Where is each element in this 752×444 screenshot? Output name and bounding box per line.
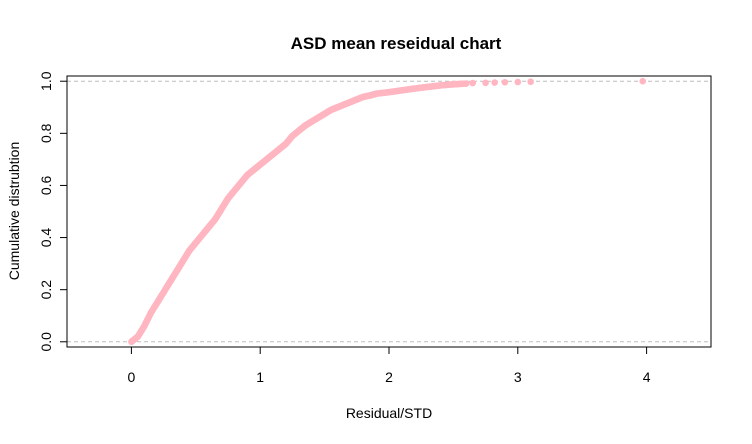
data-point-542 — [482, 79, 489, 87]
y-tick-label-1: 0.2 — [38, 280, 54, 300]
data-point-544 — [501, 78, 509, 86]
x-axis-label: Residual/STD — [346, 405, 432, 421]
y-tick-label-5: 1.0 — [38, 71, 54, 91]
data-point-543 — [491, 79, 498, 86]
x-tick-label-3: 3 — [514, 369, 522, 385]
y-axis: 0.0 0.2 0.4 0.6 0.8 1.0 — [38, 71, 67, 352]
data-point-546 — [527, 78, 534, 86]
plot-frame — [66, 75, 712, 348]
data-point-541 — [469, 79, 477, 87]
y-axis-label: Cumulative distrubtion — [6, 142, 22, 281]
data-point-540 — [462, 80, 470, 87]
x-tick-label-1: 1 — [256, 369, 264, 385]
x-tick-label-2: 2 — [385, 369, 393, 385]
data-point-545 — [514, 78, 522, 86]
y-tick-label-4: 0.8 — [38, 123, 54, 143]
reference-lines — [67, 80, 711, 343]
x-tick-label-0: 0 — [128, 369, 136, 385]
y-tick-label-3: 0.6 — [38, 176, 54, 196]
data-points — [128, 77, 647, 346]
x-axis: 0 1 2 3 4 — [128, 347, 651, 385]
data-point-547 — [639, 77, 647, 85]
y-tick-label-2: 0.4 — [38, 228, 54, 248]
x-tick-label-4: 4 — [643, 369, 651, 385]
y-tick-label-0: 0.0 — [38, 332, 54, 352]
chart-title: ASD mean reseidual chart — [291, 34, 502, 53]
